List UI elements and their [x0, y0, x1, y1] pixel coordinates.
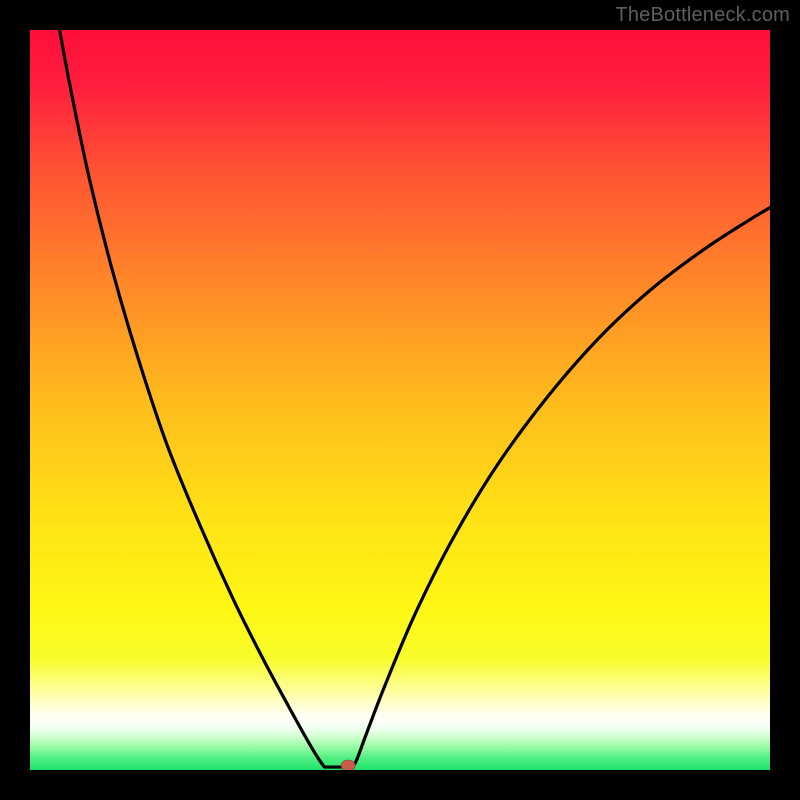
plot-background [30, 30, 770, 770]
chart-stage: TheBottleneck.com [0, 0, 800, 800]
bottleneck-curve-chart [0, 0, 800, 800]
optimal-point-marker-icon [341, 760, 355, 771]
watermark-text: TheBottleneck.com [615, 4, 790, 27]
